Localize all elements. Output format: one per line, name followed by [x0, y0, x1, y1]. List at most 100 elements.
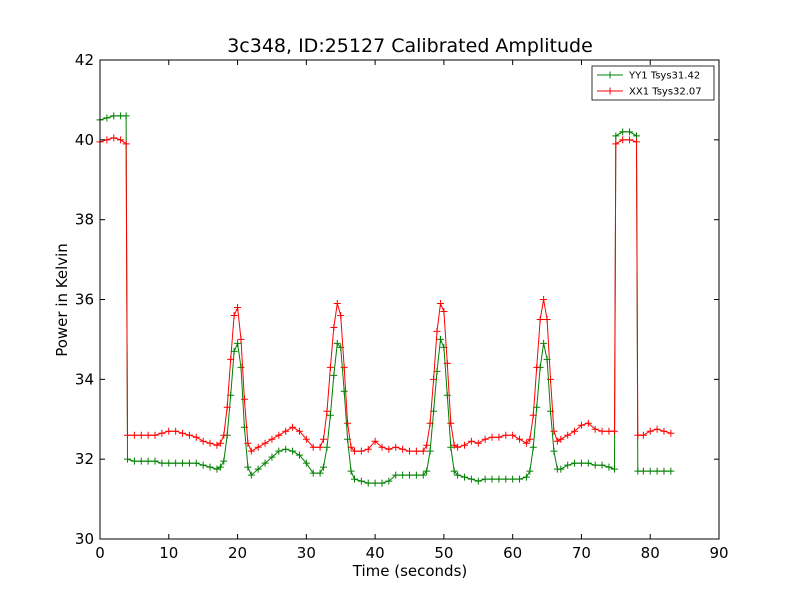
x-tick-label: 90 — [709, 544, 728, 562]
data-point — [526, 467, 534, 475]
data-point — [591, 461, 599, 469]
data-point — [172, 459, 180, 467]
data-point — [302, 435, 310, 443]
data-point — [399, 445, 407, 453]
data-point — [130, 431, 138, 439]
data-point — [533, 363, 541, 371]
data-point — [350, 475, 358, 483]
data-point — [220, 431, 228, 439]
data-point — [282, 445, 290, 453]
data-point — [584, 459, 592, 467]
data-point — [653, 425, 661, 433]
data-point — [340, 363, 348, 371]
legend-swatch-marker — [606, 87, 614, 95]
y-tick-label: 32 — [75, 450, 94, 468]
data-point — [333, 299, 341, 307]
data-point — [450, 467, 458, 475]
data-point — [481, 435, 489, 443]
data-point — [347, 443, 355, 451]
data-point — [488, 433, 496, 441]
x-tick-label: 50 — [434, 544, 453, 562]
data-point — [320, 463, 328, 471]
data-point — [495, 433, 503, 441]
data-point — [371, 479, 379, 487]
data-point — [584, 419, 592, 427]
data-point — [316, 443, 324, 451]
data-point — [529, 443, 537, 451]
data-point — [295, 427, 303, 435]
data-point — [550, 447, 558, 455]
data-point — [206, 463, 214, 471]
data-point — [454, 443, 462, 451]
plot-frame — [99, 59, 720, 540]
data-point — [522, 473, 530, 481]
data-point — [443, 359, 451, 367]
data-point — [399, 471, 407, 479]
data-point — [406, 447, 413, 455]
data-point — [467, 437, 475, 445]
data-point — [632, 132, 640, 140]
data-point — [309, 469, 317, 477]
y-tick-label: 36 — [75, 291, 94, 309]
y-axis-label: Power in Kelvin — [53, 243, 71, 357]
data-point — [357, 477, 365, 485]
data-point — [536, 315, 544, 323]
data-point — [546, 375, 554, 383]
data-point — [179, 429, 187, 437]
data-point — [467, 475, 475, 483]
y-tick-label: 42 — [75, 51, 94, 69]
x-tick-label: 40 — [366, 544, 385, 562]
data-point — [577, 459, 585, 467]
data-point — [333, 339, 341, 347]
data-point — [598, 461, 606, 469]
data-point — [206, 439, 214, 447]
data-point — [268, 453, 276, 461]
data-point — [474, 439, 482, 447]
data-point — [385, 445, 393, 453]
data-point — [502, 475, 510, 483]
data-point — [495, 475, 503, 483]
data-point — [192, 459, 200, 467]
data-point — [323, 407, 331, 415]
data-point — [447, 419, 455, 427]
data-point — [632, 138, 640, 146]
data-point — [237, 335, 245, 343]
data-point — [392, 443, 400, 451]
data-point — [436, 299, 444, 307]
x-tick-label: 80 — [641, 544, 660, 562]
data-point — [185, 431, 193, 439]
x-tick-label: 10 — [159, 544, 178, 562]
legend-entries: YY1 Tsys31.42 XX1 Tsys32.07 — [597, 71, 702, 98]
data-point — [302, 459, 310, 467]
data-point — [433, 327, 441, 335]
y-tick-label: 30 — [75, 530, 94, 548]
data-point — [610, 465, 618, 473]
data-point — [509, 431, 517, 439]
data-point — [371, 437, 379, 445]
data-point — [598, 427, 606, 435]
data-point — [423, 441, 431, 449]
data-point — [234, 339, 242, 347]
data-point — [646, 427, 654, 435]
data-point — [433, 367, 441, 375]
data-point — [151, 457, 159, 465]
legend-label: YY1 Tsys31.42 — [628, 71, 700, 82]
data-point — [165, 459, 173, 467]
data-point — [378, 443, 386, 451]
data-point — [240, 395, 248, 403]
data-point — [330, 323, 338, 331]
legend-label: XX1 Tsys32.07 — [629, 87, 702, 98]
data-point — [571, 459, 579, 467]
data-point — [540, 339, 548, 347]
data-point — [412, 471, 420, 479]
data-point — [309, 443, 317, 451]
data-point — [289, 447, 297, 455]
data-point — [323, 443, 331, 451]
y-tick-label: 40 — [75, 131, 94, 149]
data-point — [185, 459, 193, 467]
data-point — [461, 473, 469, 481]
data-point — [619, 136, 627, 144]
data-point — [261, 459, 269, 467]
data-point — [124, 455, 132, 463]
data-point — [436, 335, 444, 343]
